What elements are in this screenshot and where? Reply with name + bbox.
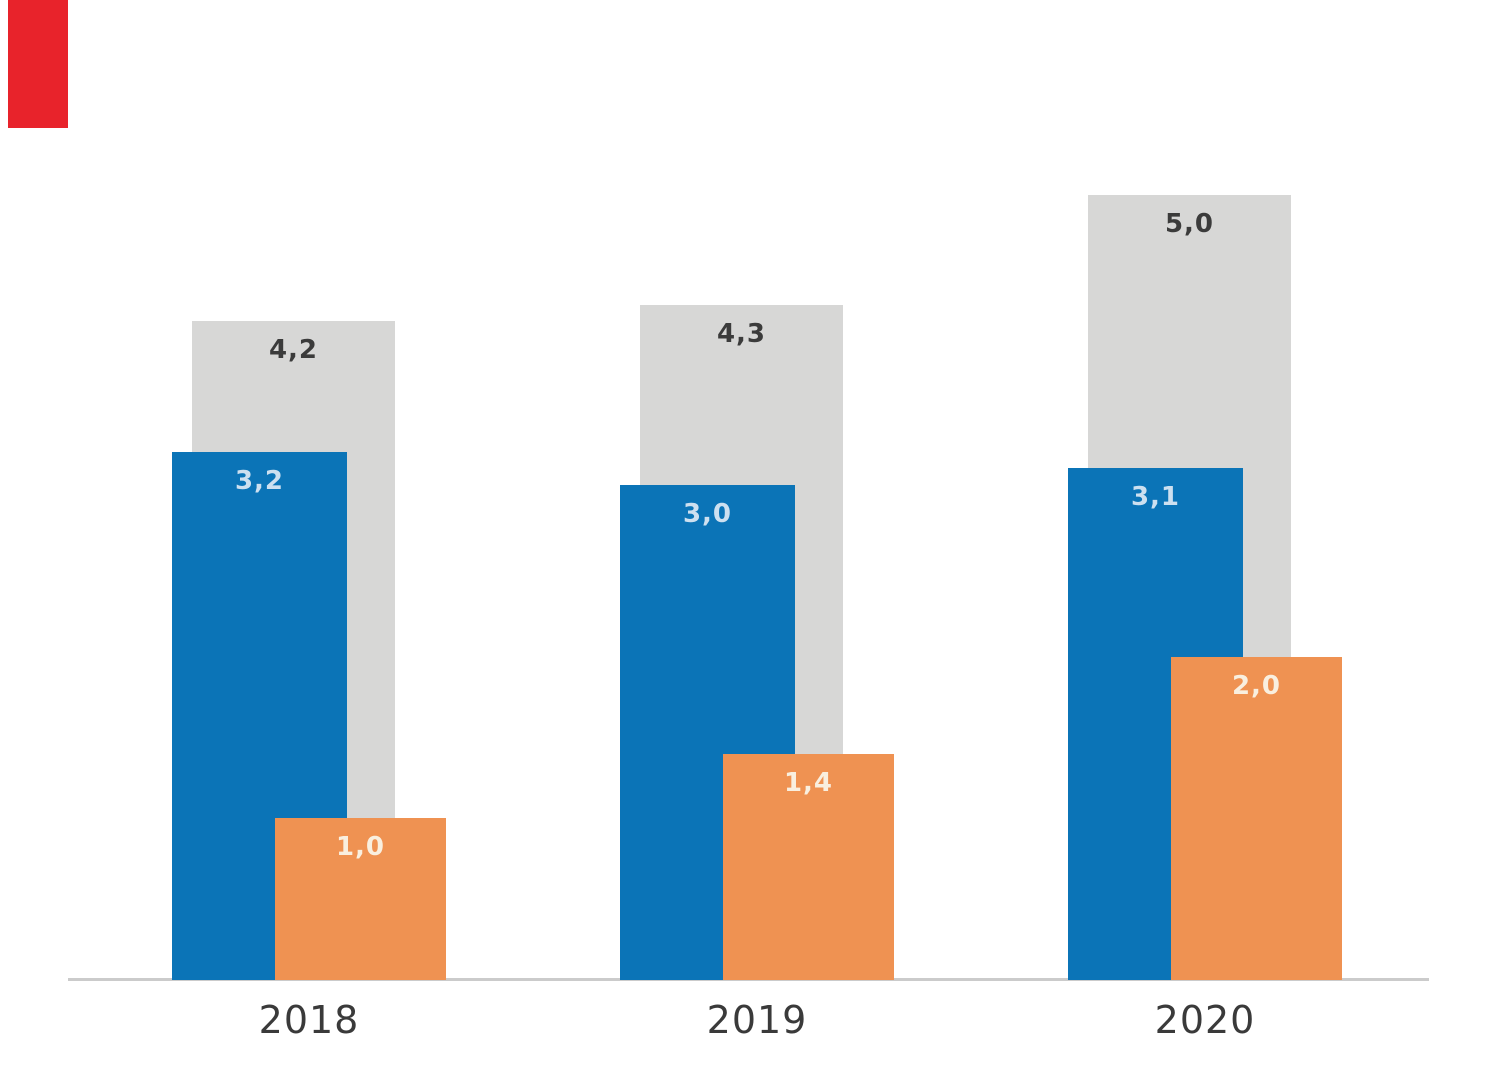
x-axis-label-2020: 2020 xyxy=(1154,998,1256,1042)
bar-value-label: 2,0 xyxy=(1231,671,1282,701)
bar-secondary-orange-2020: 2,0 xyxy=(1171,657,1342,980)
bar-value-label: 1,0 xyxy=(335,832,386,862)
bar-value-label: 4,2 xyxy=(268,335,319,365)
x-axis-label-2019: 2019 xyxy=(706,998,808,1042)
bar-value-label: 5,0 xyxy=(1164,209,1215,239)
x-axis-label-2018: 2018 xyxy=(258,998,360,1042)
red-corner-mark xyxy=(8,0,68,128)
bar-value-label: 3,0 xyxy=(682,499,733,529)
bar-value-label: 1,4 xyxy=(783,768,834,798)
bar-value-label: 3,2 xyxy=(234,466,285,496)
bar-secondary-orange-2019: 1,4 xyxy=(723,754,894,980)
bar-secondary-orange-2018: 1,0 xyxy=(275,818,446,980)
bar-value-label: 4,3 xyxy=(716,319,767,349)
bar-value-label: 3,1 xyxy=(1130,482,1181,512)
